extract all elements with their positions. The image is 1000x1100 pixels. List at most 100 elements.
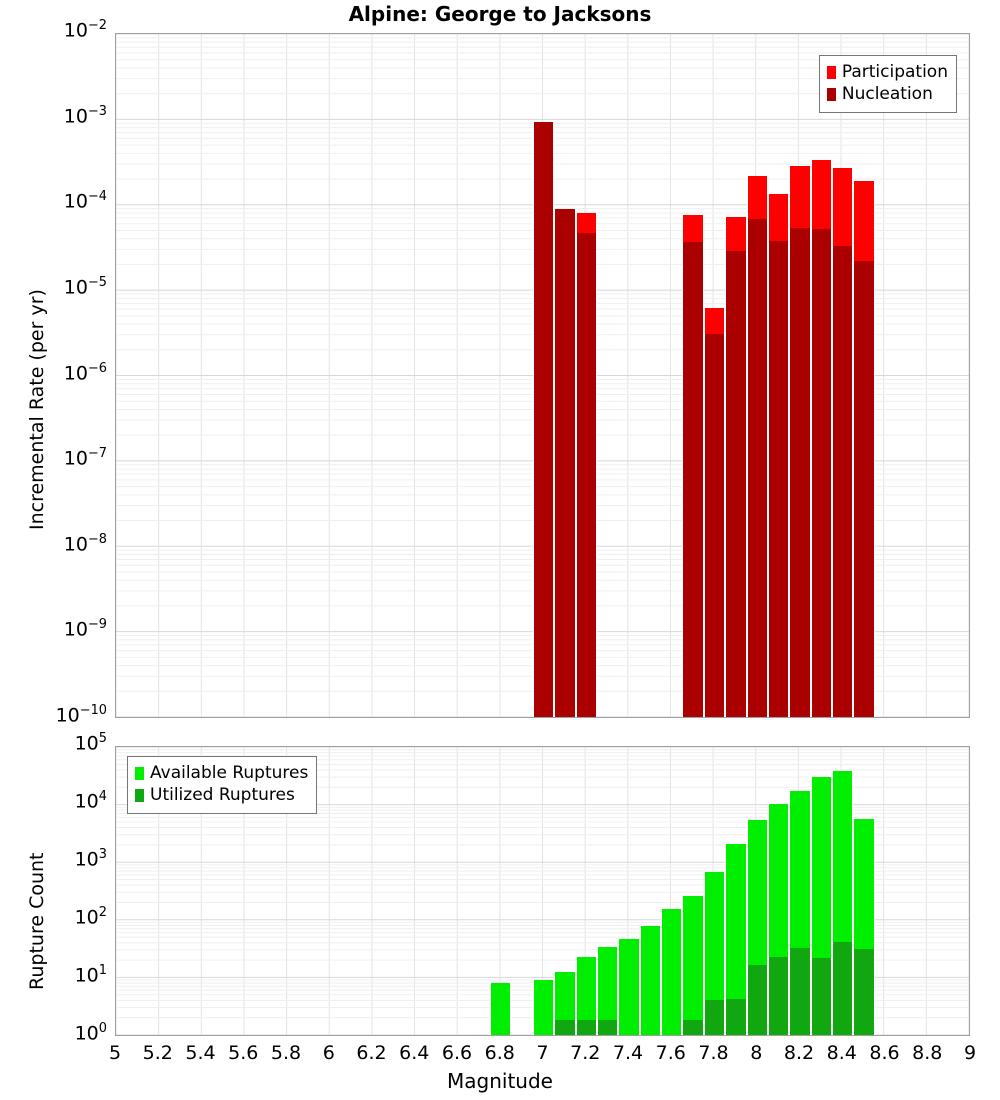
- bar-segment: [726, 250, 746, 717]
- legend-item-utilized-ruptures: Utilized Ruptures: [135, 784, 308, 806]
- bar: [703, 307, 726, 717]
- x-axis-tick-label: 6.6: [441, 1042, 473, 1064]
- x-axis-tick-label: 8: [750, 1042, 763, 1064]
- bar-segment: [704, 1000, 725, 1035]
- bars-rupture-count: [116, 747, 969, 1035]
- bar: [575, 212, 597, 717]
- utilized-ruptures-swatch: [135, 789, 144, 803]
- bar: [532, 979, 555, 1035]
- bar: [853, 181, 875, 717]
- bar: [596, 946, 619, 1035]
- y-axis-tick-label: 10−5: [63, 274, 107, 299]
- y-axis-tick-label: 105: [74, 731, 107, 755]
- bar: [789, 166, 811, 717]
- legend-rupture-count: Available Ruptures Utilized Ruptures: [127, 756, 318, 814]
- bar-segment: [555, 1020, 575, 1035]
- participation-swatch: [826, 65, 836, 79]
- bar: [810, 777, 833, 1035]
- bar-segment: [683, 1020, 703, 1035]
- x-axis-tick-label: 6.8: [484, 1042, 515, 1064]
- x-axis-tick-label: 8.6: [869, 1042, 900, 1064]
- y-axis-tick-label: 104: [74, 789, 107, 813]
- y-axis-tick-label: 10−4: [63, 189, 107, 213]
- y-axis-tick-label: 102: [74, 905, 107, 929]
- bar: [554, 209, 576, 717]
- bar-segment: [576, 1020, 596, 1035]
- y-axis-tick-label: 10−2: [63, 18, 107, 42]
- legend-item-available-ruptures: Available Ruptures: [135, 762, 308, 784]
- bar-segment: [555, 209, 575, 717]
- bar-segment: [683, 242, 703, 717]
- x-axis-tick-label: 6.2: [356, 1042, 387, 1064]
- bar: [682, 214, 704, 717]
- bar-segment: [533, 121, 554, 717]
- bar-segment: [597, 1020, 618, 1035]
- x-axis-tick-label: 7.6: [655, 1042, 686, 1064]
- bar-segment: [704, 333, 725, 717]
- bar: [661, 908, 683, 1035]
- y-axis-tick-label: 100: [74, 1021, 107, 1045]
- bar: [639, 925, 662, 1035]
- legend-label-participation: Participation: [841, 62, 948, 82]
- bar-segment: [747, 965, 767, 1035]
- x-axis-tick-label: 6.4: [399, 1042, 430, 1064]
- legend-item-nucleation: Nucleation: [826, 83, 948, 105]
- legend-label-available-ruptures: Available Ruptures: [150, 763, 309, 783]
- bar: [490, 982, 512, 1035]
- bar-segment: [768, 241, 789, 717]
- bar: [532, 121, 555, 717]
- y-axis-tick-label: 10−7: [63, 446, 107, 470]
- bar-segment: [768, 957, 789, 1035]
- x-axis-tick-label: 8.8: [912, 1042, 943, 1064]
- bar: [853, 819, 875, 1035]
- bar: [725, 843, 747, 1035]
- bar: [832, 167, 854, 717]
- bar-segment: [790, 947, 810, 1035]
- nucleation-swatch: [826, 88, 836, 102]
- legend-label-nucleation: Nucleation: [841, 84, 933, 105]
- x-axis-tick-label: 7: [536, 1042, 549, 1064]
- x-axis-label: Magnitude: [447, 1069, 553, 1093]
- x-axis-tick-label: 5.4: [185, 1042, 216, 1064]
- bar: [575, 957, 597, 1035]
- bar: [682, 895, 704, 1035]
- bar: [767, 804, 790, 1035]
- bar-segment: [833, 245, 853, 717]
- bar-segment: [747, 219, 767, 717]
- bar-segment: [833, 942, 853, 1035]
- bar: [767, 193, 790, 717]
- bar: [832, 771, 854, 1035]
- bar-segment: [811, 958, 832, 1035]
- x-axis-tick-label: 5: [108, 1042, 122, 1064]
- bar-segment: [790, 227, 810, 717]
- y-axis-tick-label: 10−6: [63, 360, 107, 384]
- bar: [789, 791, 811, 1035]
- bars-incremental-rate: [116, 34, 969, 717]
- x-axis-tick-label: 5.8: [270, 1042, 302, 1064]
- x-axis-tick-label: 5.6: [228, 1042, 259, 1064]
- bar: [703, 871, 726, 1035]
- y-axis-label-top: Incremental Rate (per yr): [26, 289, 48, 530]
- x-axis-tick-label: 7.8: [698, 1042, 729, 1064]
- y-axis-tick-label: 10−10: [55, 703, 107, 727]
- x-axis-tick-label: 6: [322, 1042, 335, 1064]
- y-axis-tick-label: 10−8: [63, 531, 107, 556]
- bar-segment: [726, 998, 746, 1035]
- x-axis-tick-label: 9: [963, 1042, 977, 1064]
- incremental-rate-plot: Participation Nucleation: [115, 33, 970, 718]
- bar-segment: [811, 229, 832, 717]
- y-axis-tick-label: 10−9: [63, 617, 107, 641]
- y-axis-tick-label: 101: [74, 963, 107, 987]
- page-title: Alpine: George to Jacksons: [348, 2, 652, 26]
- x-axis-tick-label: 8.4: [826, 1042, 857, 1064]
- bar: [618, 939, 640, 1035]
- legend-incremental-rate: Participation Nucleation: [818, 55, 957, 113]
- x-axis-tick-label: 7.4: [612, 1042, 644, 1064]
- x-axis-tick-label: 7.2: [570, 1042, 601, 1064]
- bar: [725, 216, 747, 717]
- rupture-count-plot: Available Ruptures Utilized Ruptures: [115, 746, 970, 1036]
- bar: [746, 175, 768, 717]
- y-axis-tick-label: 103: [74, 847, 107, 871]
- x-axis-tick-label: 8.2: [783, 1042, 815, 1064]
